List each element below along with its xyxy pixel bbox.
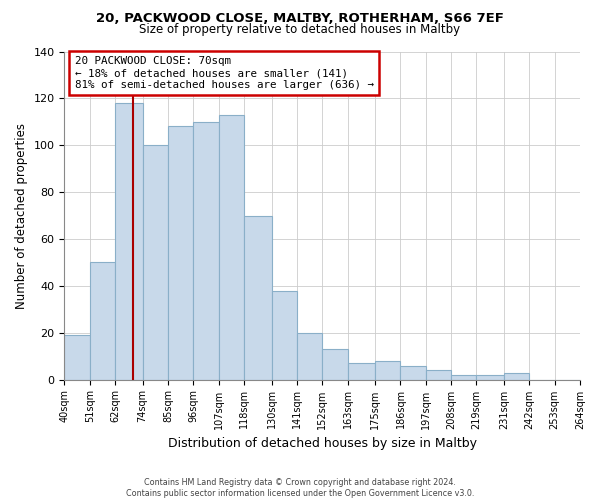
Bar bbox=[375, 361, 400, 380]
Text: 20, PACKWOOD CLOSE, MALTBY, ROTHERHAM, S66 7EF: 20, PACKWOOD CLOSE, MALTBY, ROTHERHAM, S… bbox=[96, 12, 504, 26]
Bar bbox=[347, 363, 375, 380]
Y-axis label: Number of detached properties: Number of detached properties bbox=[15, 122, 28, 308]
Text: Contains HM Land Registry data © Crown copyright and database right 2024.
Contai: Contains HM Land Registry data © Crown c… bbox=[126, 478, 474, 498]
Bar bbox=[426, 370, 451, 380]
Text: Size of property relative to detached houses in Maltby: Size of property relative to detached ho… bbox=[139, 22, 461, 36]
Bar bbox=[244, 216, 272, 380]
Bar bbox=[64, 335, 90, 380]
Bar bbox=[476, 375, 504, 380]
Bar bbox=[322, 349, 347, 380]
Bar bbox=[115, 103, 143, 380]
Bar bbox=[168, 126, 193, 380]
Bar bbox=[297, 332, 322, 380]
Bar bbox=[90, 262, 115, 380]
Bar bbox=[272, 290, 297, 380]
Bar bbox=[218, 115, 244, 380]
X-axis label: Distribution of detached houses by size in Maltby: Distribution of detached houses by size … bbox=[168, 437, 477, 450]
Bar bbox=[143, 145, 168, 380]
Bar bbox=[193, 122, 218, 380]
Bar bbox=[504, 372, 529, 380]
Bar bbox=[451, 375, 476, 380]
Bar bbox=[400, 366, 426, 380]
Text: 20 PACKWOOD CLOSE: 70sqm
← 18% of detached houses are smaller (141)
81% of semi-: 20 PACKWOOD CLOSE: 70sqm ← 18% of detach… bbox=[75, 56, 374, 90]
